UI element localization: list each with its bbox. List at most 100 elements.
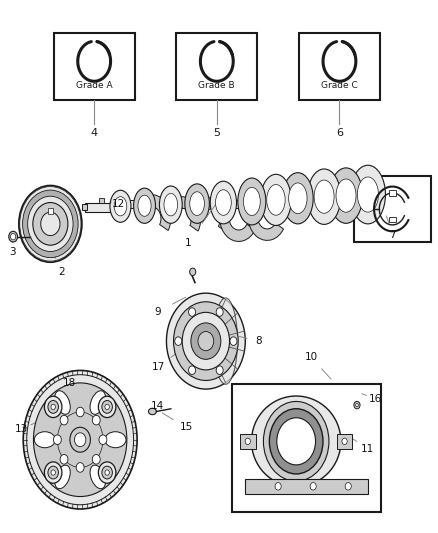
Ellipse shape	[329, 168, 363, 223]
Wedge shape	[194, 198, 229, 232]
Circle shape	[342, 438, 347, 445]
Bar	[337, 434, 353, 449]
Text: 14: 14	[151, 401, 164, 411]
Circle shape	[216, 366, 223, 375]
Ellipse shape	[34, 432, 55, 448]
Ellipse shape	[110, 190, 131, 222]
Circle shape	[191, 323, 221, 359]
Text: 12: 12	[112, 199, 125, 208]
Text: 15: 15	[180, 423, 193, 432]
Bar	[240, 434, 256, 449]
Ellipse shape	[350, 165, 385, 224]
Ellipse shape	[105, 432, 126, 448]
Text: 10: 10	[304, 352, 318, 362]
Text: Grade C: Grade C	[321, 81, 358, 90]
Circle shape	[345, 482, 351, 490]
Text: 2: 2	[58, 267, 65, 277]
Ellipse shape	[261, 174, 291, 225]
Ellipse shape	[214, 298, 237, 384]
Ellipse shape	[90, 391, 106, 414]
Ellipse shape	[289, 183, 307, 214]
Circle shape	[51, 470, 55, 475]
Circle shape	[269, 409, 323, 474]
Circle shape	[33, 203, 68, 245]
Circle shape	[48, 400, 58, 413]
Ellipse shape	[215, 190, 231, 215]
Circle shape	[166, 293, 245, 389]
Wedge shape	[166, 197, 201, 231]
Circle shape	[356, 403, 358, 407]
Ellipse shape	[210, 181, 237, 224]
Circle shape	[105, 404, 110, 409]
Circle shape	[102, 400, 113, 413]
Circle shape	[263, 401, 329, 481]
Ellipse shape	[114, 197, 127, 216]
Circle shape	[41, 212, 60, 236]
Ellipse shape	[244, 188, 260, 215]
Ellipse shape	[283, 173, 313, 224]
Text: 18: 18	[63, 378, 76, 387]
Circle shape	[105, 470, 110, 475]
Circle shape	[33, 383, 127, 497]
Ellipse shape	[138, 195, 151, 216]
Ellipse shape	[190, 192, 205, 215]
Circle shape	[92, 455, 100, 464]
Circle shape	[198, 332, 214, 351]
Text: 8: 8	[255, 336, 262, 346]
Circle shape	[44, 396, 62, 417]
Wedge shape	[134, 195, 171, 230]
Circle shape	[11, 233, 16, 240]
Text: 16: 16	[369, 394, 382, 403]
Ellipse shape	[357, 177, 378, 212]
Ellipse shape	[185, 184, 209, 223]
Circle shape	[28, 196, 73, 252]
Bar	[389, 217, 396, 222]
Circle shape	[310, 482, 316, 490]
Circle shape	[60, 455, 68, 464]
Text: 5: 5	[213, 128, 220, 138]
Bar	[85, 203, 114, 212]
Bar	[48, 208, 53, 214]
Text: 13: 13	[14, 424, 28, 434]
Ellipse shape	[148, 408, 156, 415]
Circle shape	[175, 337, 182, 345]
Bar	[299, 33, 380, 100]
Ellipse shape	[159, 186, 182, 223]
Text: 11: 11	[361, 444, 374, 454]
Bar	[389, 190, 396, 196]
Wedge shape	[220, 207, 255, 241]
Ellipse shape	[55, 391, 70, 414]
Ellipse shape	[307, 169, 341, 224]
Circle shape	[216, 308, 223, 316]
Text: 6: 6	[336, 128, 343, 138]
Circle shape	[48, 466, 58, 479]
Text: 7: 7	[389, 230, 396, 239]
Circle shape	[23, 370, 137, 509]
Bar	[82, 204, 87, 210]
Circle shape	[190, 268, 196, 276]
Bar	[176, 33, 257, 100]
Bar	[354, 176, 431, 242]
Bar	[53, 33, 135, 100]
Circle shape	[275, 482, 281, 490]
Circle shape	[188, 308, 195, 316]
Ellipse shape	[90, 465, 106, 489]
Circle shape	[277, 418, 315, 465]
Ellipse shape	[55, 465, 70, 489]
Text: Grade A: Grade A	[76, 81, 113, 90]
Wedge shape	[248, 206, 283, 240]
Circle shape	[19, 185, 82, 262]
Circle shape	[245, 438, 251, 445]
Circle shape	[173, 302, 238, 381]
Circle shape	[74, 433, 86, 447]
Circle shape	[188, 366, 195, 375]
Ellipse shape	[164, 193, 178, 216]
Circle shape	[182, 312, 230, 370]
Ellipse shape	[238, 178, 266, 225]
Circle shape	[354, 401, 360, 409]
Circle shape	[23, 190, 78, 257]
Text: 3: 3	[9, 247, 16, 256]
Circle shape	[76, 407, 84, 417]
Circle shape	[44, 462, 62, 483]
Ellipse shape	[134, 188, 155, 223]
